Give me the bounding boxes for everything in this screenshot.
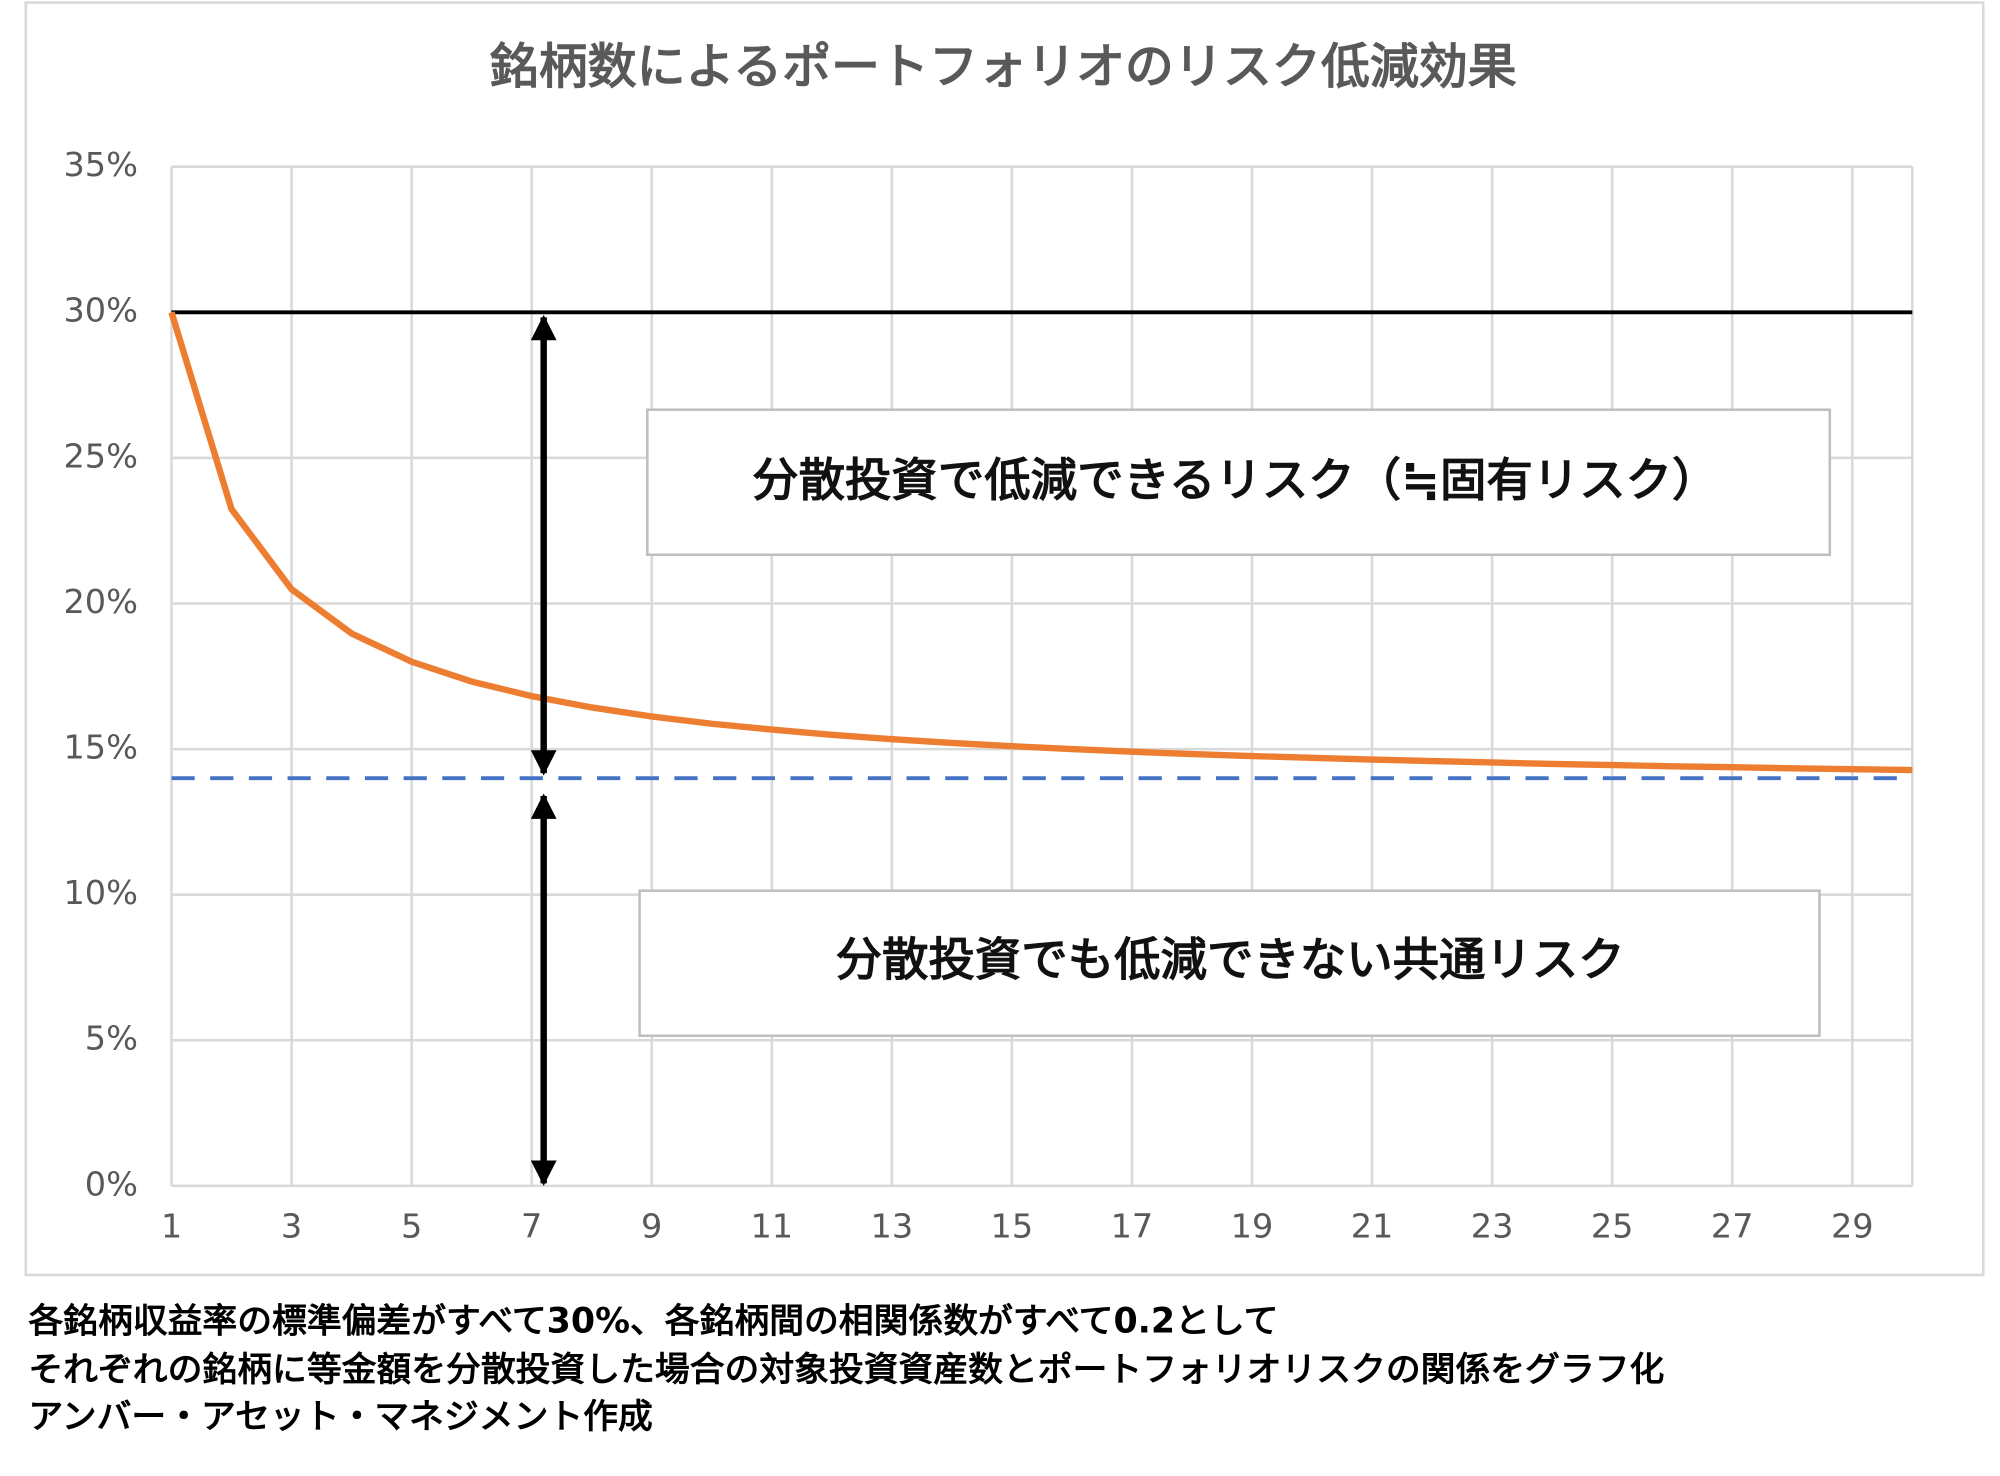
x-tick-label: 7 — [521, 1207, 542, 1246]
x-tick-label: 29 — [1831, 1207, 1874, 1246]
y-tick-label: 30% — [63, 291, 138, 330]
y-tick-label: 0% — [85, 1165, 138, 1204]
x-tick-label: 17 — [1111, 1207, 1154, 1246]
x-tick-label: 21 — [1351, 1207, 1394, 1246]
x-tick-label: 25 — [1591, 1207, 1634, 1246]
x-tick-label: 1 — [161, 1207, 182, 1246]
y-tick-label: 20% — [63, 582, 138, 621]
y-tick-label: 25% — [63, 437, 138, 476]
annotation-box — [638, 889, 1821, 1038]
x-tick-label: 19 — [1231, 1207, 1274, 1246]
y-tick-label: 10% — [63, 873, 138, 912]
x-tick-label: 3 — [281, 1207, 302, 1246]
x-tick-label: 11 — [750, 1207, 793, 1246]
footnote: 各銘柄収益率の標準偏差がすべて30%、各銘柄間の相関係数がすべて0.2として — [28, 1302, 1278, 1342]
annotation-box — [646, 408, 1832, 557]
annotation: 分散投資でも低減できない共通リスク — [836, 933, 1625, 987]
footnote: アンバー・アセット・マネジメント作成 — [28, 1397, 652, 1437]
x-tick-label: 5 — [401, 1207, 422, 1246]
y-tick-label: 35% — [63, 145, 138, 184]
x-tick-label: 13 — [871, 1207, 914, 1246]
footnote: それぞれの銘柄に等金額を分散投資した場合の対象投資資産数とポートフォリオリスクの… — [28, 1350, 1664, 1390]
chart-frame — [24, 1, 1985, 1277]
chart-title: 銘柄数によるポートフォリオのリスク低減効果 — [490, 39, 1517, 95]
x-tick-label: 27 — [1711, 1207, 1754, 1246]
y-tick-label: 5% — [85, 1019, 138, 1058]
x-tick-label: 23 — [1471, 1207, 1514, 1246]
series-line — [168, 311, 1913, 774]
annotation: 分散投資で低減できるリスク（≒固有リスク） — [752, 453, 1718, 507]
x-tick-label: 15 — [991, 1207, 1034, 1246]
x-tick-label: 9 — [641, 1207, 662, 1246]
y-tick-label: 15% — [63, 728, 138, 767]
